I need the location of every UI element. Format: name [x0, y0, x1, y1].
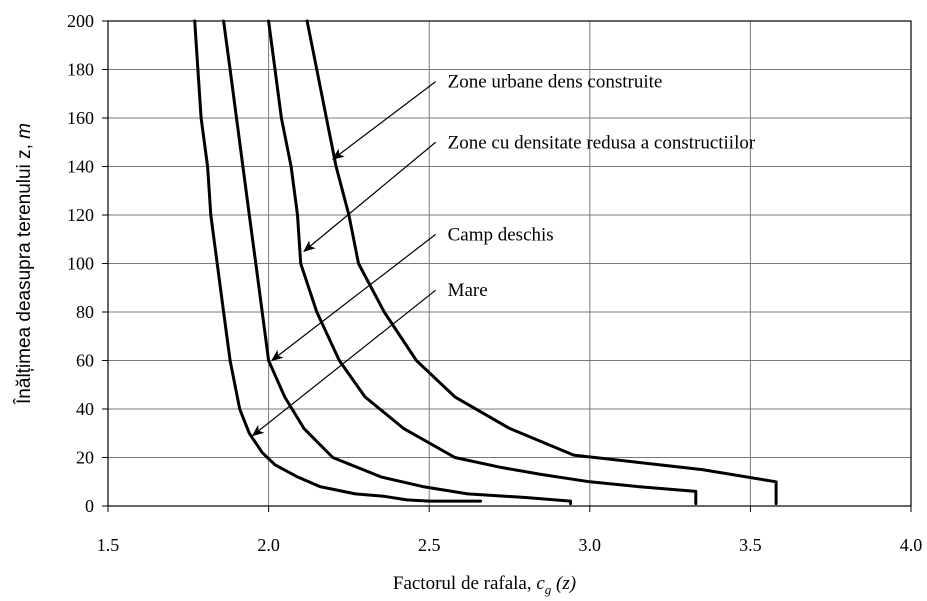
series-line-1	[193, 19, 483, 503]
tick-marks	[102, 20, 912, 512]
y-tick-label: 180	[67, 60, 94, 80]
x-tick-label: 4.0	[900, 535, 923, 555]
x-axis-label: Factorul de rafala, cg (z)	[393, 573, 576, 597]
series-line-3	[267, 19, 698, 506]
series-lines	[193, 19, 778, 506]
series-line-2	[222, 19, 572, 506]
x-tick-label: 1.5	[97, 535, 120, 555]
annotation-label-2: Zone cu densitate redusa a constructiilo…	[448, 132, 756, 153]
y-axis-label-unit: m	[14, 123, 35, 139]
y-tick-label: 0	[85, 496, 94, 516]
annotations: Zone urbane dens construite Zone cu densi…	[251, 72, 756, 437]
x-axis-label-var: c	[536, 573, 545, 594]
y-axis-label-main: Înălțimea deasupra terenului z,	[13, 139, 35, 405]
annotation-label-4: Mare	[448, 280, 488, 301]
y-axis-label: Înălțimea deasupra terenului z, m	[13, 123, 35, 405]
y-tick-label: 100	[67, 254, 94, 274]
x-tick-label: 3.5	[739, 535, 762, 555]
y-tick-label: 140	[67, 157, 94, 177]
y-tick-label: 120	[67, 205, 94, 225]
y-tick-label: 40	[76, 399, 94, 419]
annotation-arrow-4	[251, 289, 436, 437]
y-tick-label: 80	[76, 302, 94, 322]
x-tick-label: 2.0	[257, 535, 280, 555]
x-tick-label: 2.5	[418, 535, 441, 555]
x-axis-label-main: Factorul de rafala,	[393, 573, 536, 594]
annotation-label-3: Camp deschis	[448, 224, 554, 245]
x-tick-label: 3.0	[579, 535, 602, 555]
y-tick-label: 160	[67, 108, 94, 128]
annotation-arrow-2	[303, 141, 437, 253]
y-tick-label: 200	[67, 11, 94, 31]
annotation-arrow-1	[332, 81, 436, 160]
series-line-4	[305, 19, 778, 506]
x-axis-label-sub: g	[545, 582, 552, 597]
annotation-arrow-3	[271, 233, 436, 362]
y-tick-label: 60	[76, 351, 94, 371]
grid-lines	[108, 21, 911, 506]
x-tick-labels: 1.5 2.0 2.5 3.0 3.5 4.0	[97, 535, 923, 555]
y-tick-label: 20	[76, 448, 94, 468]
y-tick-labels: 0 20 40 60 80 100 120 140 160 180 200	[67, 11, 94, 516]
annotation-label-1: Zone urbane dens construite	[448, 72, 663, 93]
x-axis-label-tail: (z)	[551, 573, 576, 594]
